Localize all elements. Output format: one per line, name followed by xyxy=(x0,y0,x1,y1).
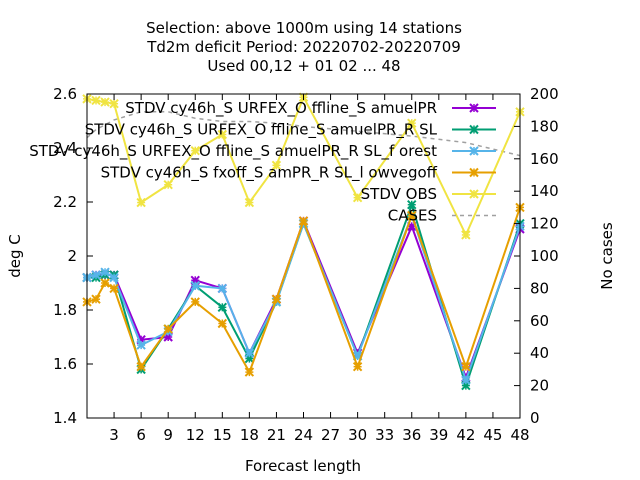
x-tick-label: 12 xyxy=(186,426,205,444)
legend-entry-4: STDV OBS xyxy=(361,185,496,203)
data-point xyxy=(91,270,101,280)
data-point xyxy=(407,199,417,210)
legend-entry-5: CASES xyxy=(388,207,496,225)
data-point xyxy=(407,118,417,128)
x-tick-label: 24 xyxy=(294,426,313,444)
y-tick-label: 1.4 xyxy=(53,409,77,427)
data-point xyxy=(271,294,282,304)
data-point xyxy=(136,197,146,208)
data-point xyxy=(461,361,471,372)
data-point xyxy=(109,272,119,283)
data-point xyxy=(109,99,119,109)
data-point xyxy=(136,340,146,350)
x-tick-label: 27 xyxy=(321,426,340,444)
y2-tick-label: 140 xyxy=(530,182,559,200)
x-tick-label: 30 xyxy=(348,426,367,444)
y2-tick-label: 200 xyxy=(530,85,559,103)
legend: STDV cy46h_S URFEX_O ffline_S amuelPR STD… xyxy=(29,99,496,225)
y2-tick-label: 100 xyxy=(530,247,559,265)
data-point xyxy=(407,210,417,221)
axes: 3 6 9 12 15 18 21 24 27 30 33 36 39 42 45 481.41.61.822… xyxy=(53,85,559,444)
series-line xyxy=(86,212,521,384)
y-tick-label: 2.6 xyxy=(53,85,77,103)
y2-tick-label: 160 xyxy=(530,150,559,168)
data-point xyxy=(100,97,110,107)
data-point xyxy=(190,145,200,156)
y2-tick-label: 120 xyxy=(530,215,559,233)
y-tick-label: 1.8 xyxy=(53,301,77,319)
x-tick-label: 42 xyxy=(456,426,475,444)
x-tick-label: 39 xyxy=(429,426,448,444)
legend-label: STDV cy46h_S URFEX_O ffline_S amuelPR_R … xyxy=(85,121,438,140)
series-line xyxy=(86,111,521,157)
data-point xyxy=(271,160,282,170)
data-point xyxy=(91,95,101,106)
y2-axis-label: No cases xyxy=(598,222,616,290)
data-point xyxy=(352,192,363,203)
legend-label: STDV cy46h_S URFEX_O ffline_S amuelPR xyxy=(125,99,437,118)
y2-tick-label: 0 xyxy=(530,409,540,427)
data-point xyxy=(352,361,363,372)
legend-label: STDV cy46h_S fxoff_S amPR_R SL_l owvegof… xyxy=(101,164,438,183)
data-point xyxy=(217,283,228,294)
data-point xyxy=(461,375,471,385)
title-line-3: Used 00,12 + 01 02 ... 48 xyxy=(207,57,400,75)
series-line xyxy=(87,201,521,389)
data-point xyxy=(109,283,119,294)
x-tick-label: 45 xyxy=(483,426,502,444)
y2-tick-label: 80 xyxy=(530,279,549,297)
x-tick-label: 18 xyxy=(240,426,259,444)
x-tick-label: 3 xyxy=(109,426,119,444)
data-point xyxy=(163,324,173,334)
data-point xyxy=(91,294,101,304)
title-line-2: Td2m deficit Period: 20220702-20220709 xyxy=(146,38,461,56)
y2-tick-label: 60 xyxy=(530,312,549,330)
series-1 xyxy=(82,199,525,391)
x-tick-label: 36 xyxy=(402,426,421,444)
data-point xyxy=(163,180,173,190)
legend-label: STDV cy46h_S URFEX_O ffline_S amuelPR_R … xyxy=(29,142,437,161)
series-3 xyxy=(82,202,525,377)
data-point xyxy=(190,280,200,291)
y-axis-label: deg C xyxy=(6,234,24,278)
legend-label: CASES xyxy=(388,207,437,225)
data-point xyxy=(190,297,200,307)
series-4 xyxy=(82,92,525,240)
y-tick-label: 1.6 xyxy=(53,355,77,373)
data-point xyxy=(244,348,255,358)
data-point xyxy=(244,367,255,377)
x-tick-label: 6 xyxy=(136,426,146,444)
x-tick-label: 48 xyxy=(510,426,529,444)
data-point xyxy=(136,361,146,372)
y-tick-label: 2.4 xyxy=(53,139,77,157)
data-point xyxy=(217,129,228,140)
x-tick-label: 9 xyxy=(163,426,173,444)
chart-title: Selection: above 1000m using 14 stations… xyxy=(146,19,462,75)
legend-label: STDV OBS xyxy=(361,185,437,203)
y-tick-label: 2 xyxy=(67,247,77,265)
data-point xyxy=(217,318,228,329)
x-tick-label: 33 xyxy=(375,426,394,444)
x-axis-label: Forecast length xyxy=(245,457,361,475)
y2-tick-label: 180 xyxy=(530,117,559,135)
data-point xyxy=(298,216,309,226)
data-point xyxy=(100,278,110,288)
y-tick-label: 2.2 xyxy=(53,193,77,211)
series-5 xyxy=(86,111,521,157)
x-tick-label: 15 xyxy=(213,426,232,444)
legend-entry-2: STDV cy46h_S URFEX_O ffline_S amuelPR_R … xyxy=(29,142,496,161)
data-point xyxy=(461,230,471,240)
legend-entry-3: STDV cy46h_S fxoff_S amPR_R SL_l owvegof… xyxy=(101,164,496,183)
legend-entry-0: STDV cy46h_S URFEX_O ffline_S amuelPR xyxy=(125,99,496,118)
title-line-1: Selection: above 1000m using 14 stations xyxy=(146,19,462,37)
data-point xyxy=(244,197,255,208)
data-point xyxy=(217,302,228,313)
data-point xyxy=(100,267,110,277)
x-tick-label: 21 xyxy=(267,426,286,444)
y2-tick-label: 20 xyxy=(530,377,549,395)
legend-entry-1: STDV cy46h_S URFEX_O ffline_S amuelPR_R … xyxy=(85,121,496,140)
y2-tick-label: 40 xyxy=(530,344,549,362)
